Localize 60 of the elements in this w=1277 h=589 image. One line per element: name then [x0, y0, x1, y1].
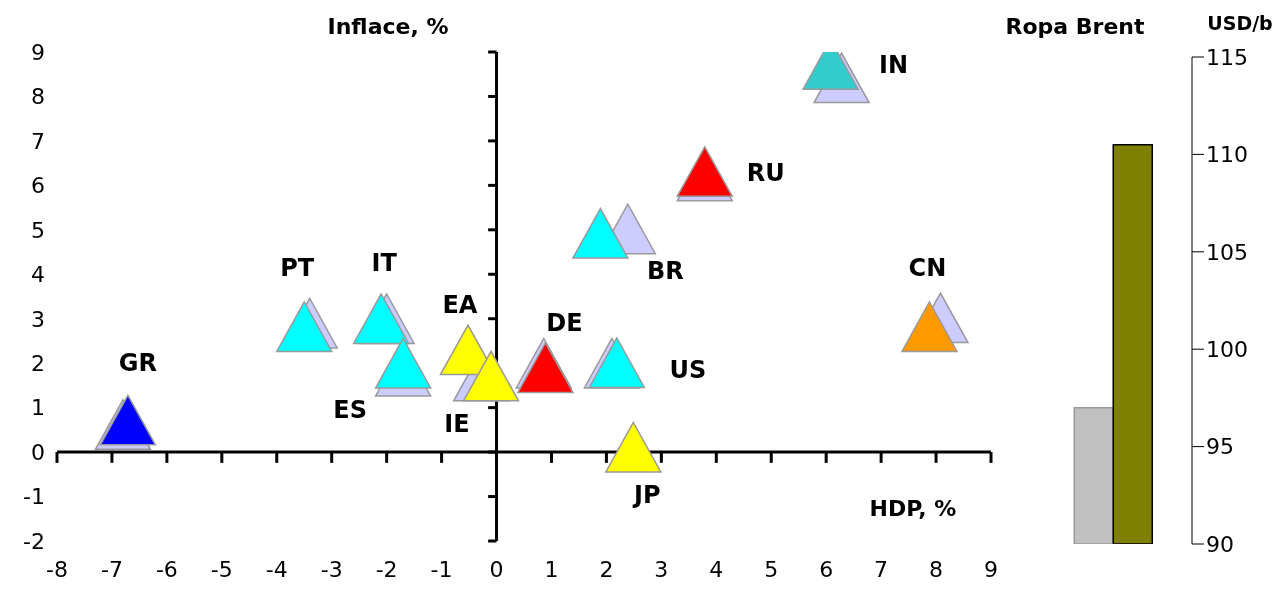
x-tick-label: -6 — [155, 556, 178, 582]
annotation: IN — [879, 51, 909, 80]
annotation: IE — [444, 410, 470, 439]
x-tick-label: 7 — [874, 556, 889, 582]
x-tick-label: 6 — [819, 556, 834, 582]
point — [462, 350, 520, 402]
y-tick-label: 4 — [31, 262, 45, 288]
x-tick-label: -2 — [375, 556, 398, 582]
point — [275, 301, 333, 353]
x-tick-label: -1 — [430, 556, 453, 582]
y-tick-label: 2 — [31, 350, 45, 376]
y-tick-label: 95 — [1206, 434, 1234, 460]
x-tick-label: -3 — [320, 556, 343, 582]
x-tick-label: 0 — [489, 556, 504, 582]
y-tick-label: 105 — [1206, 239, 1248, 265]
annotation: ES — [333, 396, 367, 425]
annotation: BR — [646, 257, 684, 286]
annotation: DE — [546, 308, 583, 337]
x-tick-label: 4 — [709, 556, 724, 582]
y-tick-label: -2 — [23, 528, 45, 554]
y-tick-label: 1 — [31, 395, 45, 421]
y-tick-label: 3 — [31, 306, 45, 332]
annotation: US — [669, 355, 707, 384]
point — [352, 293, 410, 345]
x-tick-label: 9 — [984, 556, 998, 582]
y-axis-title: USD/b — [1206, 12, 1274, 34]
x-tick-label: 3 — [654, 556, 669, 582]
chart-title: Ropa Brent — [1004, 14, 1146, 39]
y-tick-label: 110 — [1206, 142, 1248, 168]
y-tick-label: 7 — [31, 128, 45, 154]
point — [572, 207, 629, 259]
x-tick-label: 8 — [929, 556, 944, 582]
x-tick-label: -5 — [210, 556, 233, 582]
y-tick-label: 9 — [31, 39, 45, 65]
x-tick-label: 1 — [544, 556, 559, 582]
y-tick-label: 90 — [1206, 531, 1234, 557]
x-tick-label: 2 — [599, 556, 614, 582]
annotation: IT — [371, 248, 398, 277]
annotation: GR — [118, 349, 157, 378]
y-tick-label: 8 — [31, 84, 45, 110]
y-tick-label: -1 — [23, 484, 45, 510]
y-tick-label: 115 — [1206, 44, 1248, 70]
point — [374, 337, 432, 389]
x-tick-label: -7 — [100, 556, 123, 582]
y-tick-label: 5 — [31, 217, 45, 243]
x-tick-label: -4 — [265, 556, 288, 582]
y-tick-label: 6 — [31, 173, 45, 199]
x-tick-label: -8 — [46, 556, 68, 582]
point — [605, 421, 662, 473]
x-axis-title: HDP, % — [868, 496, 958, 521]
x-tick-label: 5 — [764, 556, 779, 582]
annotation: PT — [280, 253, 315, 282]
annotation: JP — [632, 481, 661, 510]
point — [901, 301, 958, 353]
y-axis-title: Inflace, % — [326, 14, 450, 39]
y-tick-label: 100 — [1206, 337, 1248, 363]
annotation: EA — [442, 290, 478, 319]
annotation: RU — [746, 158, 785, 187]
y-tick-label: 0 — [31, 439, 45, 465]
annotation: CN — [908, 253, 947, 282]
